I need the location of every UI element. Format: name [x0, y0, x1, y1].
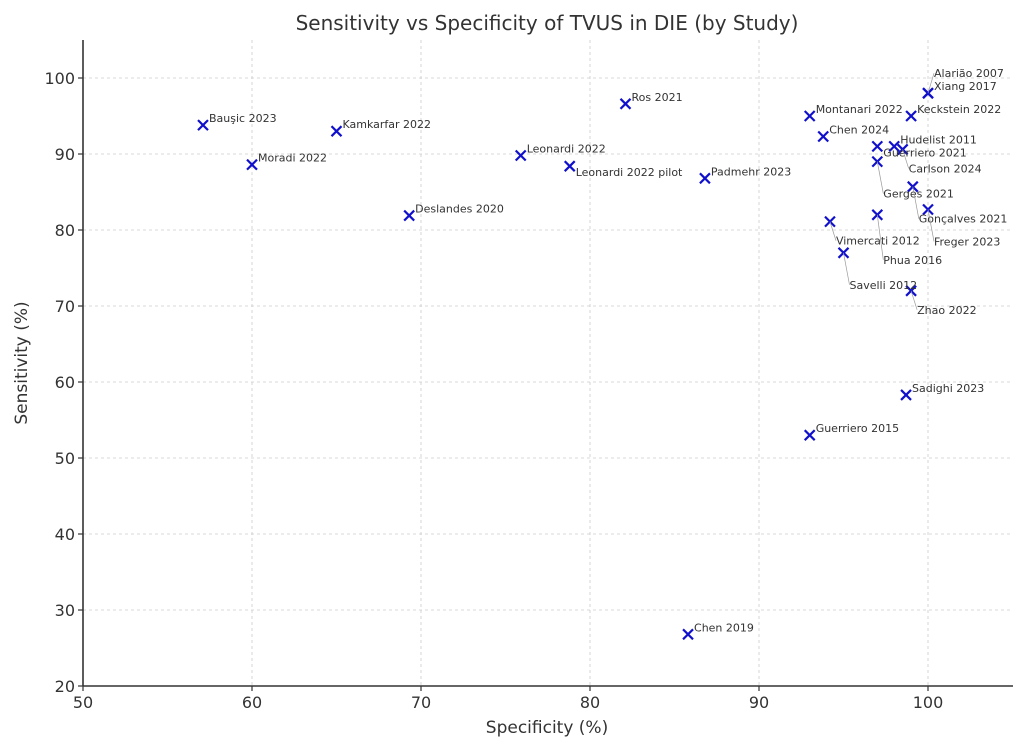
x-marker-stroke	[619, 98, 632, 110]
x-marker-stroke	[514, 149, 527, 162]
point-label: Kamkarfar 2022	[343, 118, 432, 131]
data-point	[871, 140, 884, 153]
y-tick-label: 70	[55, 297, 75, 316]
point-labels: Bauşic 2023 Moradi 2022 Kamkarfar 2022 Desl…	[209, 67, 1007, 634]
label-leader-line	[912, 186, 920, 219]
data-point	[699, 172, 711, 185]
data-point	[682, 628, 694, 641]
label-leader-line	[927, 209, 935, 242]
data-point	[619, 98, 632, 110]
point-label: Phua 2016	[883, 254, 942, 267]
x-marker-stroke	[403, 209, 415, 222]
point-label: Leonardi 2022 pilot	[576, 166, 683, 179]
point-label: Chen 2019	[694, 621, 754, 634]
data-point	[803, 429, 816, 441]
x-tick-label: 60	[242, 693, 262, 712]
x-marker-stroke	[900, 389, 912, 401]
x-marker-stroke	[563, 160, 576, 172]
label-leader-line	[902, 149, 909, 169]
point-label: Guerriero 2015	[816, 422, 899, 435]
x-tick-label: 100	[913, 693, 944, 712]
point-label: Alarião 2007	[934, 67, 1004, 80]
data-point	[403, 209, 415, 222]
chart-title: Sensitivity vs Specificity of TVUS in DI…	[296, 11, 799, 35]
point-label: Deslandes 2020	[415, 203, 504, 216]
label-leader-line	[876, 161, 884, 194]
data-points	[197, 87, 934, 641]
point-label: Montanari 2022	[816, 103, 903, 116]
point-label: Chen 2024	[829, 124, 889, 137]
data-point	[330, 125, 343, 137]
x-axis-label: Specificity (%)	[486, 718, 608, 738]
x-marker-stroke	[817, 130, 829, 143]
point-label: Gerges 2021	[883, 188, 954, 201]
x-marker-stroke	[888, 140, 900, 153]
x-marker-stroke	[803, 429, 816, 441]
axes	[82, 40, 1013, 687]
x-marker-stroke	[871, 140, 884, 153]
y-tick-label: 100	[44, 69, 75, 88]
x-marker-stroke	[682, 628, 694, 641]
point-label: Vimercati 2012	[836, 235, 920, 248]
point-label: Zhao 2022	[917, 304, 976, 317]
point-label: Ros 2021	[631, 91, 682, 104]
y-tick-label: 30	[55, 601, 75, 620]
data-point	[803, 110, 816, 122]
label-leader-line	[843, 252, 850, 285]
y-tick-label: 40	[55, 525, 75, 544]
data-point	[905, 110, 917, 122]
y-tick-label: 90	[55, 145, 75, 164]
point-label: Guerriero 2021	[883, 146, 966, 159]
point-label: Freger 2023	[934, 235, 1000, 248]
data-point	[900, 389, 912, 401]
point-label: Padmehr 2023	[711, 165, 791, 178]
point-label: Xiang 2017	[934, 80, 997, 93]
data-point	[514, 149, 527, 162]
x-marker-stroke	[699, 172, 711, 185]
point-label: Moradi 2022	[258, 152, 327, 165]
x-marker-stroke	[330, 125, 343, 137]
y-tick-label: 80	[55, 221, 75, 240]
x-tick-label: 90	[749, 693, 769, 712]
x-marker-stroke	[905, 110, 917, 122]
x-marker-stroke	[246, 158, 258, 171]
x-marker-stroke	[197, 119, 209, 131]
label-leader-line	[829, 221, 837, 241]
data-point	[563, 160, 576, 172]
point-label: Savelli 2012	[850, 279, 918, 292]
data-point	[246, 158, 258, 171]
label-leader-line	[876, 214, 884, 260]
point-label: Carlson 2024	[909, 162, 982, 175]
data-point	[837, 247, 850, 259]
ticks: 50 60 70 80 90 100 20 30 40 50 60 70 80 90 100	[44, 69, 943, 712]
x-tick-label: 50	[73, 693, 93, 712]
point-label: Keckstein 2022	[917, 103, 1001, 116]
x-marker-stroke	[837, 247, 850, 259]
y-axis-label: Sensitivity (%)	[12, 301, 32, 424]
grid	[83, 40, 1013, 686]
data-point	[817, 130, 829, 143]
point-label: Sadighi 2023	[912, 382, 984, 395]
point-label: Leonardi 2022	[527, 143, 606, 156]
x-marker-stroke	[803, 110, 816, 122]
label-leader-line	[910, 290, 918, 310]
point-label: Gonçalves 2021	[919, 213, 1008, 226]
y-tick-label: 20	[55, 677, 75, 696]
x-tick-label: 70	[411, 693, 431, 712]
point-label: Hudelist 2011	[900, 133, 977, 146]
y-tick-label: 60	[55, 373, 75, 392]
label-leader-line	[927, 73, 935, 94]
x-tick-label: 80	[580, 693, 600, 712]
y-tick-label: 50	[55, 449, 75, 468]
point-label: Bauşic 2023	[209, 112, 277, 125]
data-point	[197, 119, 209, 131]
data-point	[888, 140, 900, 153]
